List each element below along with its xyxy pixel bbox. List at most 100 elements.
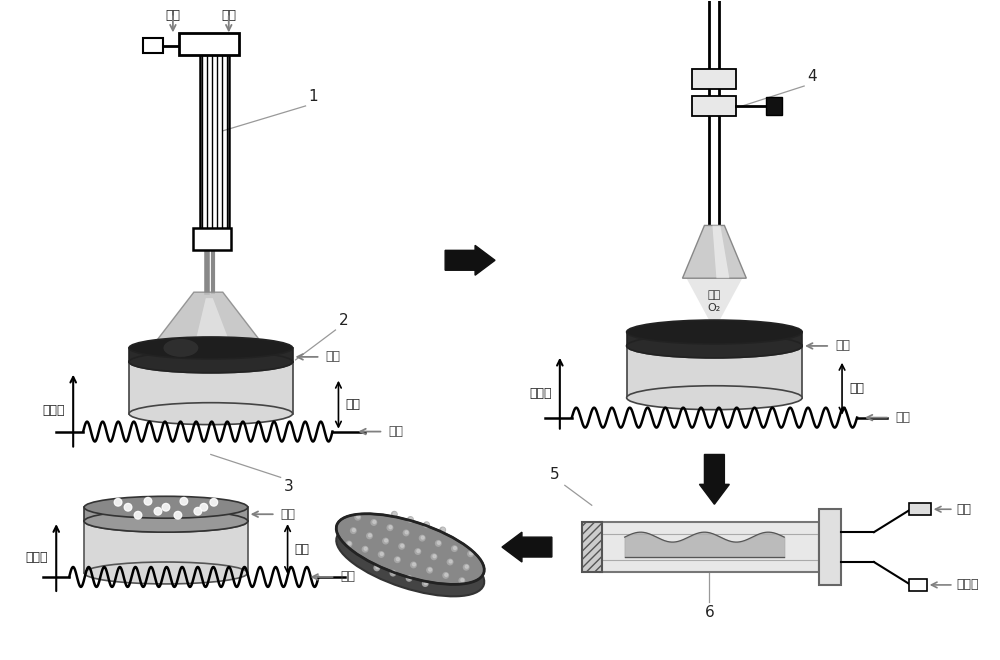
Circle shape xyxy=(415,548,421,554)
Circle shape xyxy=(194,508,202,515)
Circle shape xyxy=(389,525,392,529)
Text: 阴极: 阴极 xyxy=(895,411,910,424)
Circle shape xyxy=(408,517,413,522)
Circle shape xyxy=(126,505,131,510)
Text: 氢气: 氢气 xyxy=(165,9,180,22)
Polygon shape xyxy=(686,279,742,330)
Circle shape xyxy=(399,544,405,549)
Circle shape xyxy=(174,512,182,519)
Circle shape xyxy=(443,573,449,578)
Bar xyxy=(193,228,231,250)
Bar xyxy=(129,348,293,362)
Bar xyxy=(143,38,163,53)
Circle shape xyxy=(376,566,379,569)
Circle shape xyxy=(437,541,440,544)
Ellipse shape xyxy=(84,510,248,532)
Circle shape xyxy=(403,530,409,536)
Bar xyxy=(129,362,293,414)
Circle shape xyxy=(392,512,397,517)
Bar xyxy=(627,346,802,398)
Circle shape xyxy=(355,514,360,520)
Text: 阳极: 阳极 xyxy=(281,508,296,521)
Ellipse shape xyxy=(129,351,293,373)
Circle shape xyxy=(470,552,473,555)
Text: O₂: O₂ xyxy=(708,303,721,313)
Circle shape xyxy=(465,565,468,568)
Circle shape xyxy=(427,568,432,573)
Circle shape xyxy=(136,513,141,517)
Circle shape xyxy=(409,517,412,521)
Bar xyxy=(819,510,841,585)
Ellipse shape xyxy=(336,513,484,584)
Text: 4: 4 xyxy=(807,69,817,84)
Text: 氧气: 氧气 xyxy=(708,290,721,300)
Circle shape xyxy=(393,512,396,515)
Circle shape xyxy=(436,541,441,546)
Circle shape xyxy=(383,539,388,544)
FancyArrow shape xyxy=(699,455,729,504)
Circle shape xyxy=(210,498,218,506)
Ellipse shape xyxy=(129,337,293,359)
Bar xyxy=(582,522,602,572)
Circle shape xyxy=(352,529,355,531)
Circle shape xyxy=(211,500,216,505)
Polygon shape xyxy=(712,226,729,279)
Circle shape xyxy=(442,528,445,531)
Text: 高压: 高压 xyxy=(849,382,864,395)
Bar xyxy=(179,33,239,55)
Circle shape xyxy=(433,555,436,558)
Circle shape xyxy=(155,509,160,513)
Circle shape xyxy=(145,499,150,504)
Text: 高压: 高压 xyxy=(957,503,972,515)
Text: 阴极: 阴极 xyxy=(340,570,355,583)
Circle shape xyxy=(426,523,429,526)
Ellipse shape xyxy=(84,562,248,584)
Circle shape xyxy=(452,546,457,551)
Circle shape xyxy=(390,570,396,576)
Text: 1: 1 xyxy=(309,89,318,104)
Circle shape xyxy=(116,500,121,505)
Circle shape xyxy=(175,513,180,517)
Ellipse shape xyxy=(129,403,293,424)
Bar xyxy=(692,96,736,116)
Circle shape xyxy=(461,579,464,581)
Circle shape xyxy=(447,559,453,565)
Circle shape xyxy=(201,505,206,510)
Text: 电子束: 电子束 xyxy=(529,387,552,400)
Polygon shape xyxy=(909,504,931,515)
Circle shape xyxy=(134,512,142,519)
Circle shape xyxy=(440,527,445,533)
Text: 3: 3 xyxy=(284,479,293,494)
Ellipse shape xyxy=(336,526,484,597)
Bar xyxy=(600,522,819,572)
Text: 高压: 高压 xyxy=(221,9,236,22)
Circle shape xyxy=(163,505,168,510)
Circle shape xyxy=(406,576,412,581)
Circle shape xyxy=(419,535,425,541)
Circle shape xyxy=(417,550,420,552)
Ellipse shape xyxy=(84,496,248,518)
Circle shape xyxy=(431,554,437,560)
Circle shape xyxy=(385,539,388,542)
Circle shape xyxy=(124,504,132,511)
Circle shape xyxy=(449,560,452,563)
Text: 阳极: 阳极 xyxy=(835,339,850,352)
Text: 阳极: 阳极 xyxy=(325,350,340,364)
Text: 阴极: 阴极 xyxy=(388,425,403,438)
Circle shape xyxy=(351,528,356,533)
Bar xyxy=(766,97,782,115)
Bar xyxy=(84,508,248,521)
Ellipse shape xyxy=(163,339,198,357)
Ellipse shape xyxy=(129,351,293,373)
Circle shape xyxy=(364,547,367,550)
Circle shape xyxy=(396,558,399,561)
Circle shape xyxy=(445,574,448,576)
Circle shape xyxy=(180,498,188,505)
Polygon shape xyxy=(909,579,927,591)
Circle shape xyxy=(422,581,428,586)
FancyArrow shape xyxy=(502,532,552,562)
Text: 电子束: 电子束 xyxy=(43,404,65,417)
Circle shape xyxy=(374,565,380,571)
Bar xyxy=(84,521,248,573)
Circle shape xyxy=(181,499,186,504)
